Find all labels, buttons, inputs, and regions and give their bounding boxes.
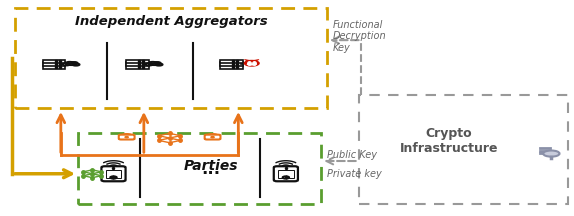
FancyBboxPatch shape (274, 166, 298, 181)
Text: Independent Aggregators: Independent Aggregators (75, 15, 267, 28)
FancyBboxPatch shape (220, 62, 243, 66)
Text: Public Key: Public Key (327, 150, 377, 160)
FancyBboxPatch shape (220, 60, 243, 63)
FancyBboxPatch shape (126, 62, 149, 66)
FancyBboxPatch shape (119, 135, 134, 140)
FancyBboxPatch shape (220, 65, 243, 69)
Circle shape (282, 176, 289, 179)
Text: Crypto
Infrastructure: Crypto Infrastructure (400, 127, 498, 155)
FancyBboxPatch shape (106, 170, 121, 178)
Ellipse shape (146, 63, 153, 66)
FancyBboxPatch shape (205, 135, 220, 140)
Bar (15, 8, 327, 108)
Circle shape (543, 151, 560, 157)
FancyBboxPatch shape (42, 62, 65, 66)
Ellipse shape (148, 62, 161, 65)
FancyBboxPatch shape (42, 65, 65, 69)
Circle shape (245, 60, 259, 66)
FancyBboxPatch shape (278, 170, 293, 178)
Text: Private key: Private key (327, 169, 382, 179)
Text: Functional
Decryption
Key: Functional Decryption Key (333, 20, 386, 53)
Ellipse shape (65, 62, 77, 65)
FancyBboxPatch shape (42, 60, 65, 63)
Ellipse shape (155, 63, 162, 66)
Polygon shape (245, 60, 250, 61)
Text: Parties: Parties (184, 159, 238, 173)
Ellipse shape (72, 63, 80, 66)
Bar (359, 95, 568, 203)
Text: ...: ... (201, 160, 220, 178)
Ellipse shape (67, 62, 73, 64)
Bar (78, 133, 321, 203)
Ellipse shape (154, 62, 161, 64)
Ellipse shape (71, 62, 77, 64)
Polygon shape (254, 60, 259, 61)
FancyBboxPatch shape (102, 166, 126, 181)
Ellipse shape (149, 62, 156, 64)
FancyBboxPatch shape (126, 65, 149, 69)
Ellipse shape (63, 63, 70, 66)
Circle shape (110, 176, 117, 179)
FancyBboxPatch shape (126, 60, 149, 63)
Circle shape (125, 137, 128, 138)
Circle shape (211, 137, 214, 138)
